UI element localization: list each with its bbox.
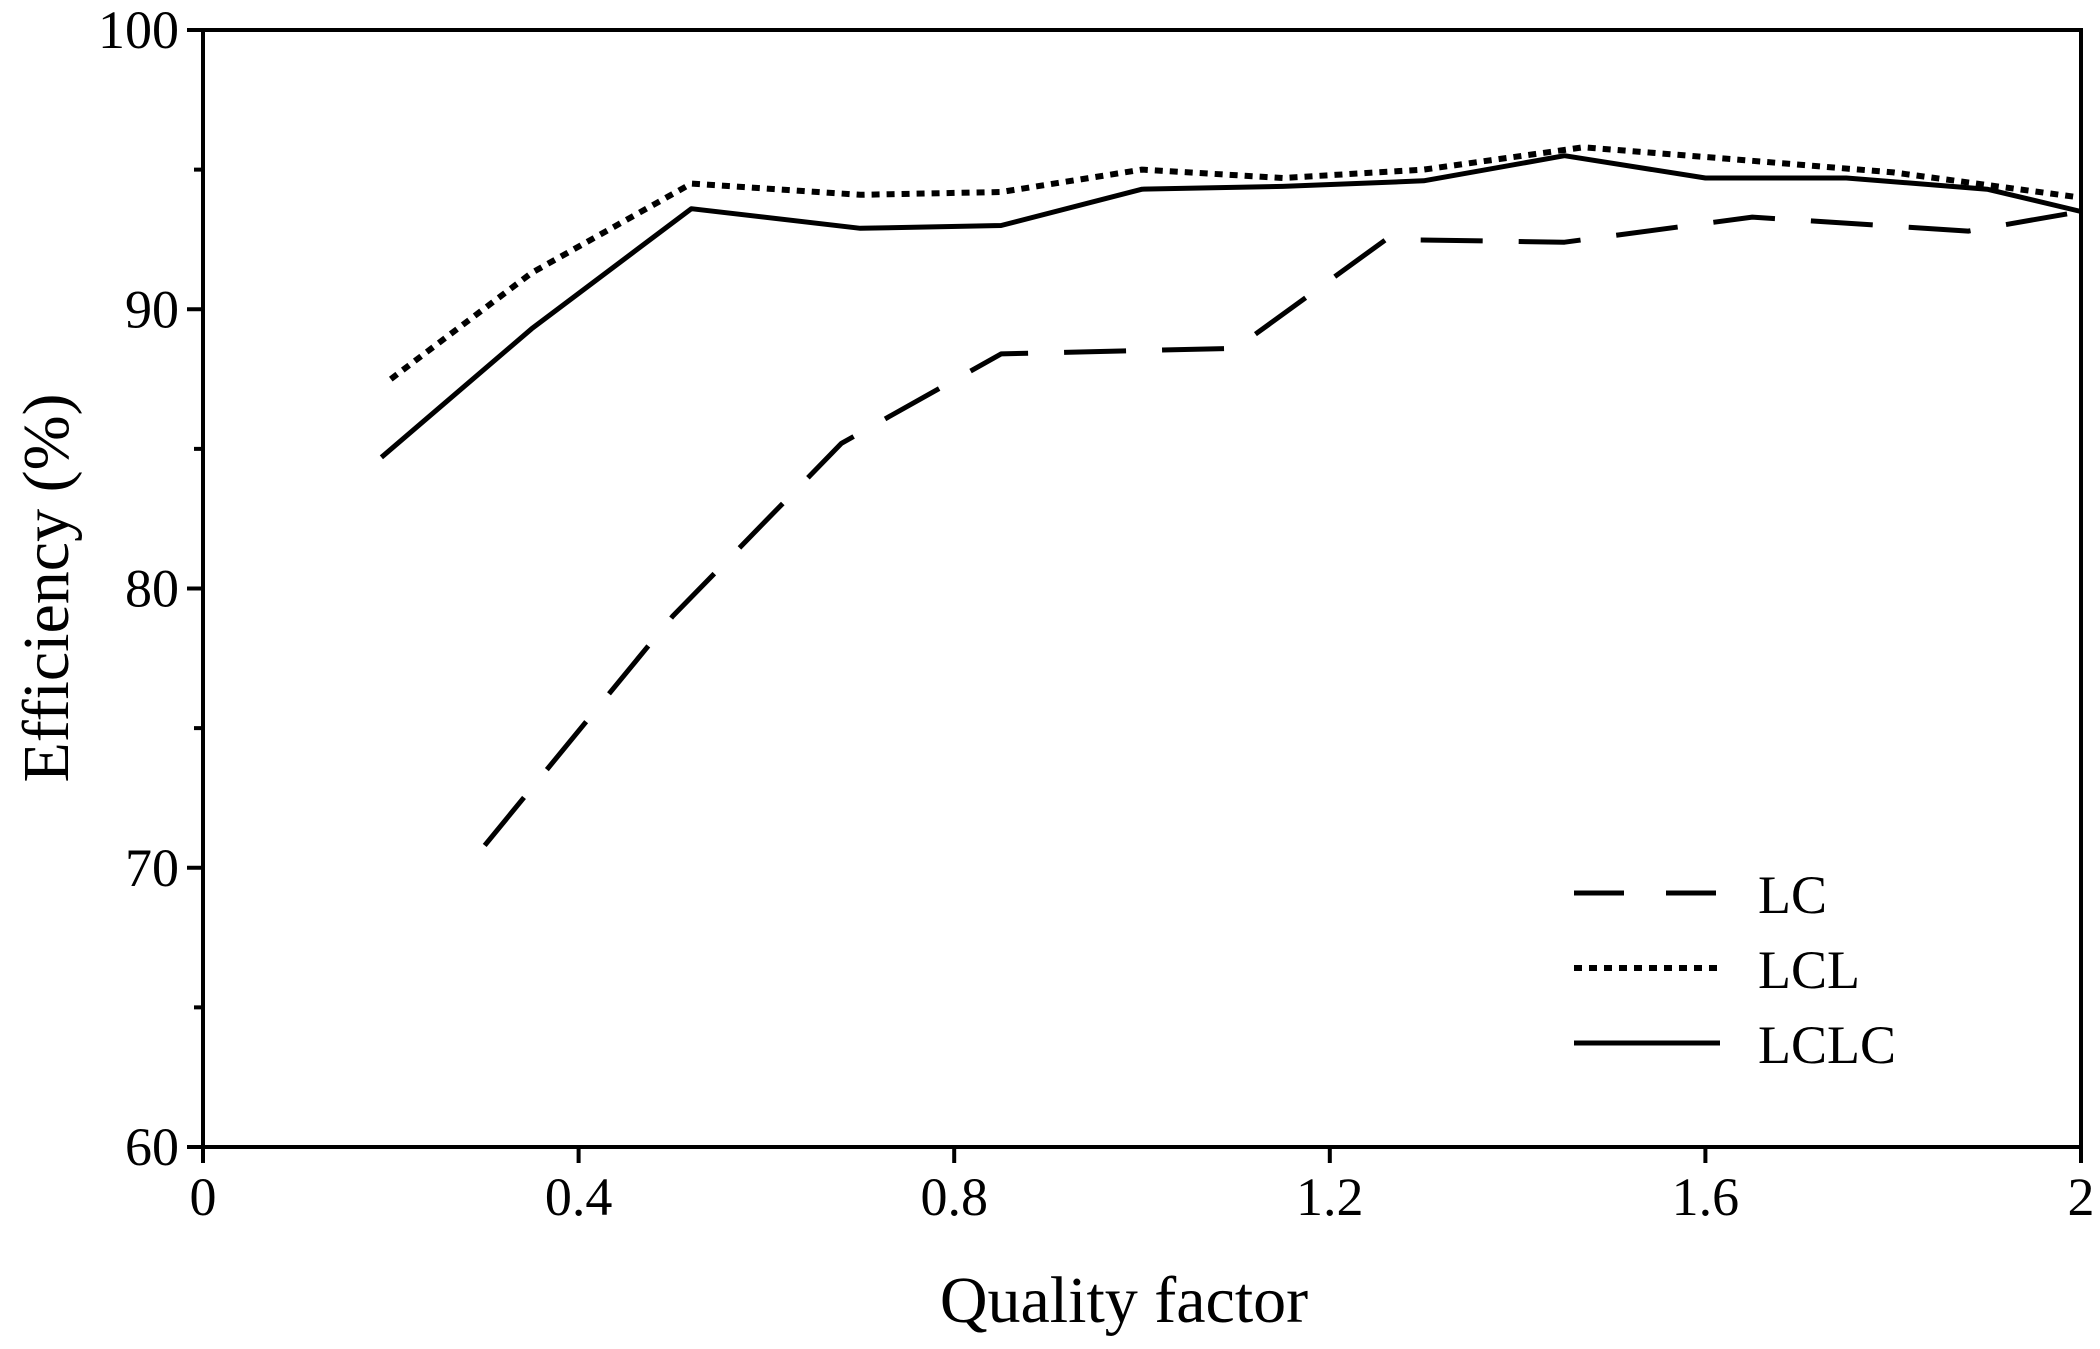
- y-tick-label: 70: [125, 838, 179, 898]
- axis-ticks: [187, 28, 2083, 1163]
- series-line-lcl: [388, 144, 2082, 382]
- y-axis-title: Efficiency (%): [10, 393, 83, 782]
- legend: LC LCL LCLC: [1574, 865, 1896, 1075]
- legend-label-lc: LC: [1758, 865, 1827, 925]
- x-tick-label: 0.4: [545, 1167, 613, 1227]
- x-tick-label: 0: [190, 1167, 217, 1227]
- x-tick-label: 2: [2068, 1167, 2095, 1227]
- x-tick-label: 0.8: [920, 1167, 988, 1227]
- x-tick-label: 1.6: [1672, 1167, 1740, 1227]
- y-tick-label: 90: [125, 279, 179, 339]
- series-line-lc: [482, 209, 2082, 847]
- x-tick-label: 1.2: [1296, 1167, 1364, 1227]
- axis-tick-labels: 0 0.4 0.8 1.2 1.6 2 60 70 80 90 100: [98, 0, 2095, 1227]
- y-tick-label: 80: [125, 559, 179, 619]
- legend-label-lclc: LCLC: [1758, 1015, 1896, 1075]
- series-line-lclc: [379, 153, 2082, 460]
- legend-label-lcl: LCL: [1758, 940, 1860, 1000]
- y-tick-label: 60: [125, 1117, 179, 1177]
- plot-lines: [379, 144, 2082, 847]
- x-axis-title: Quality factor: [940, 1264, 1308, 1337]
- y-tick-label: 100: [98, 0, 179, 60]
